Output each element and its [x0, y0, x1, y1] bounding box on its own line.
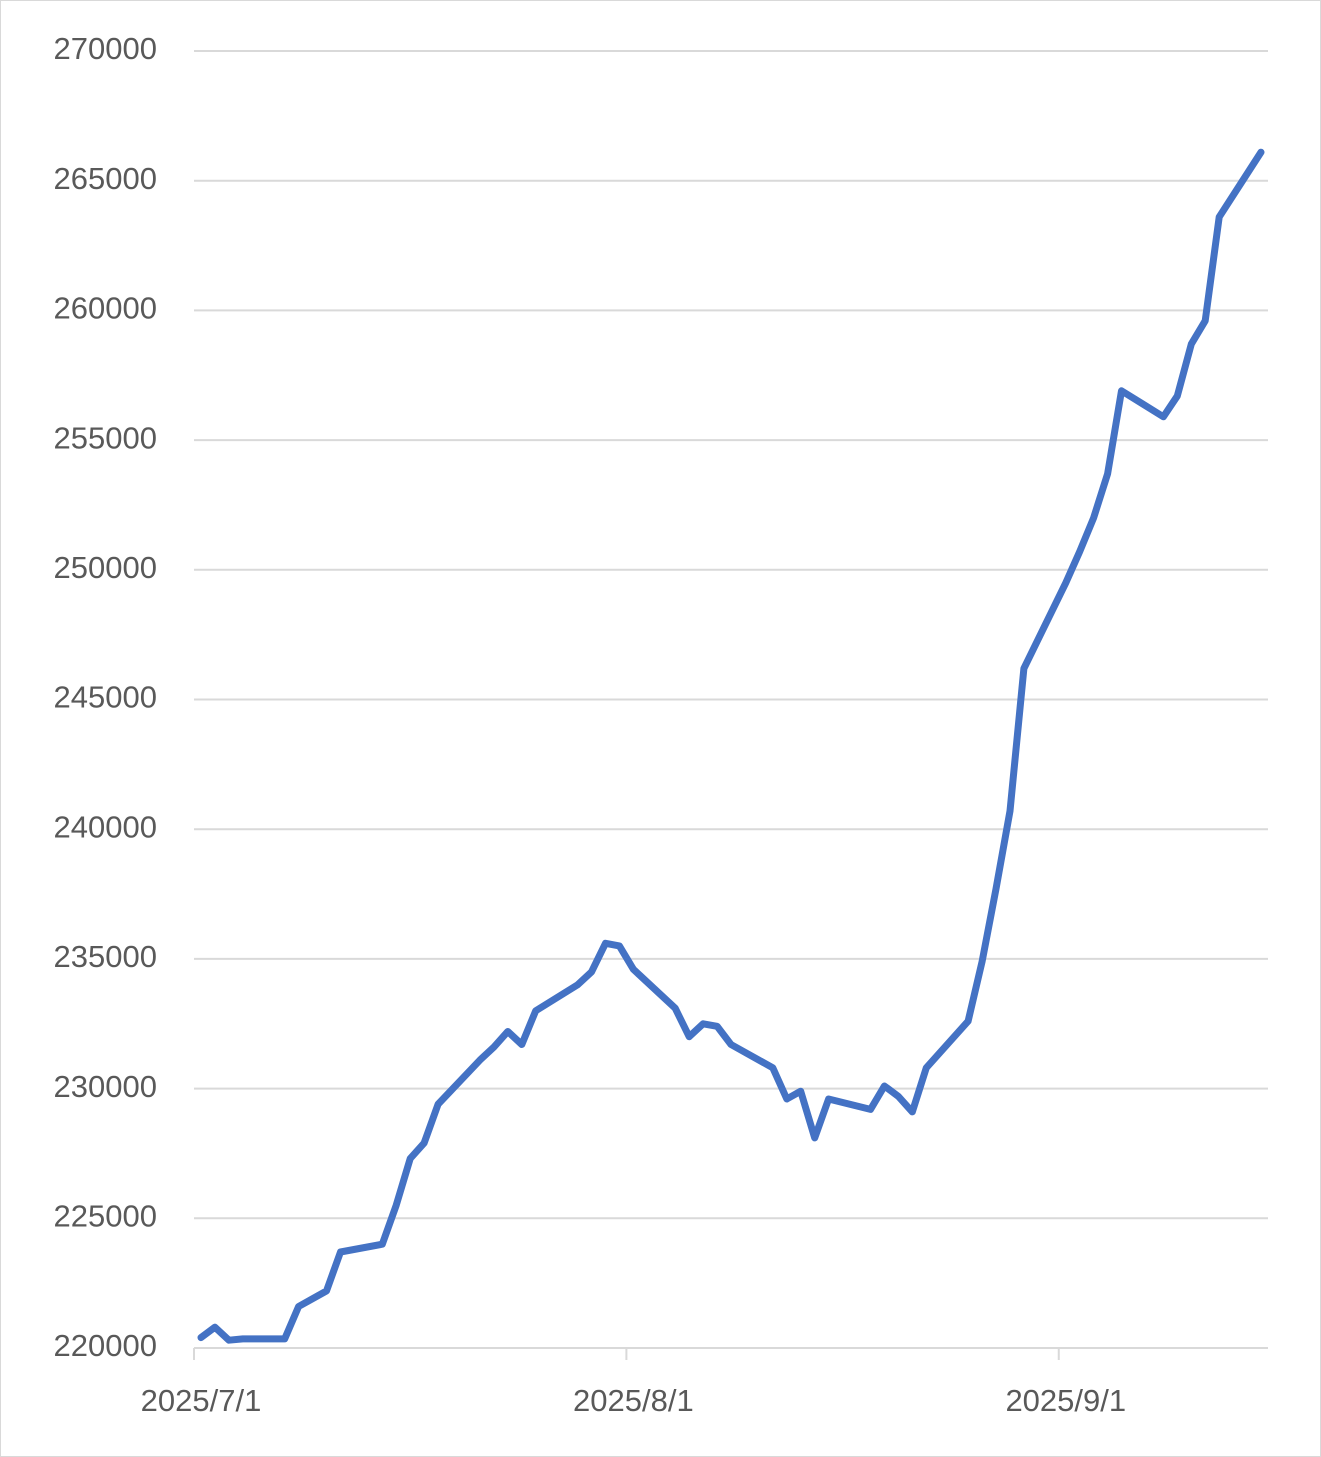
y-tick-label: 270000	[54, 31, 157, 66]
y-tick-label: 235000	[54, 939, 157, 974]
y-tick-label: 225000	[54, 1198, 157, 1233]
x-tick-label: 2025/7/1	[141, 1383, 262, 1418]
line-series	[197, 148, 1265, 1344]
y-tick-label: 230000	[54, 1069, 157, 1104]
y-tick-label: 240000	[54, 809, 157, 844]
y-tick-label: 260000	[54, 291, 157, 326]
y-tick-label: 220000	[54, 1328, 157, 1363]
y-tick-label: 255000	[54, 420, 157, 455]
x-tick-label: 2025/8/1	[573, 1383, 694, 1418]
y-tick-label: 265000	[54, 161, 157, 196]
y-tick-label: 245000	[54, 680, 157, 715]
x-tick-label: 2025/9/1	[1005, 1383, 1126, 1418]
y-tick-label: 250000	[54, 550, 157, 585]
